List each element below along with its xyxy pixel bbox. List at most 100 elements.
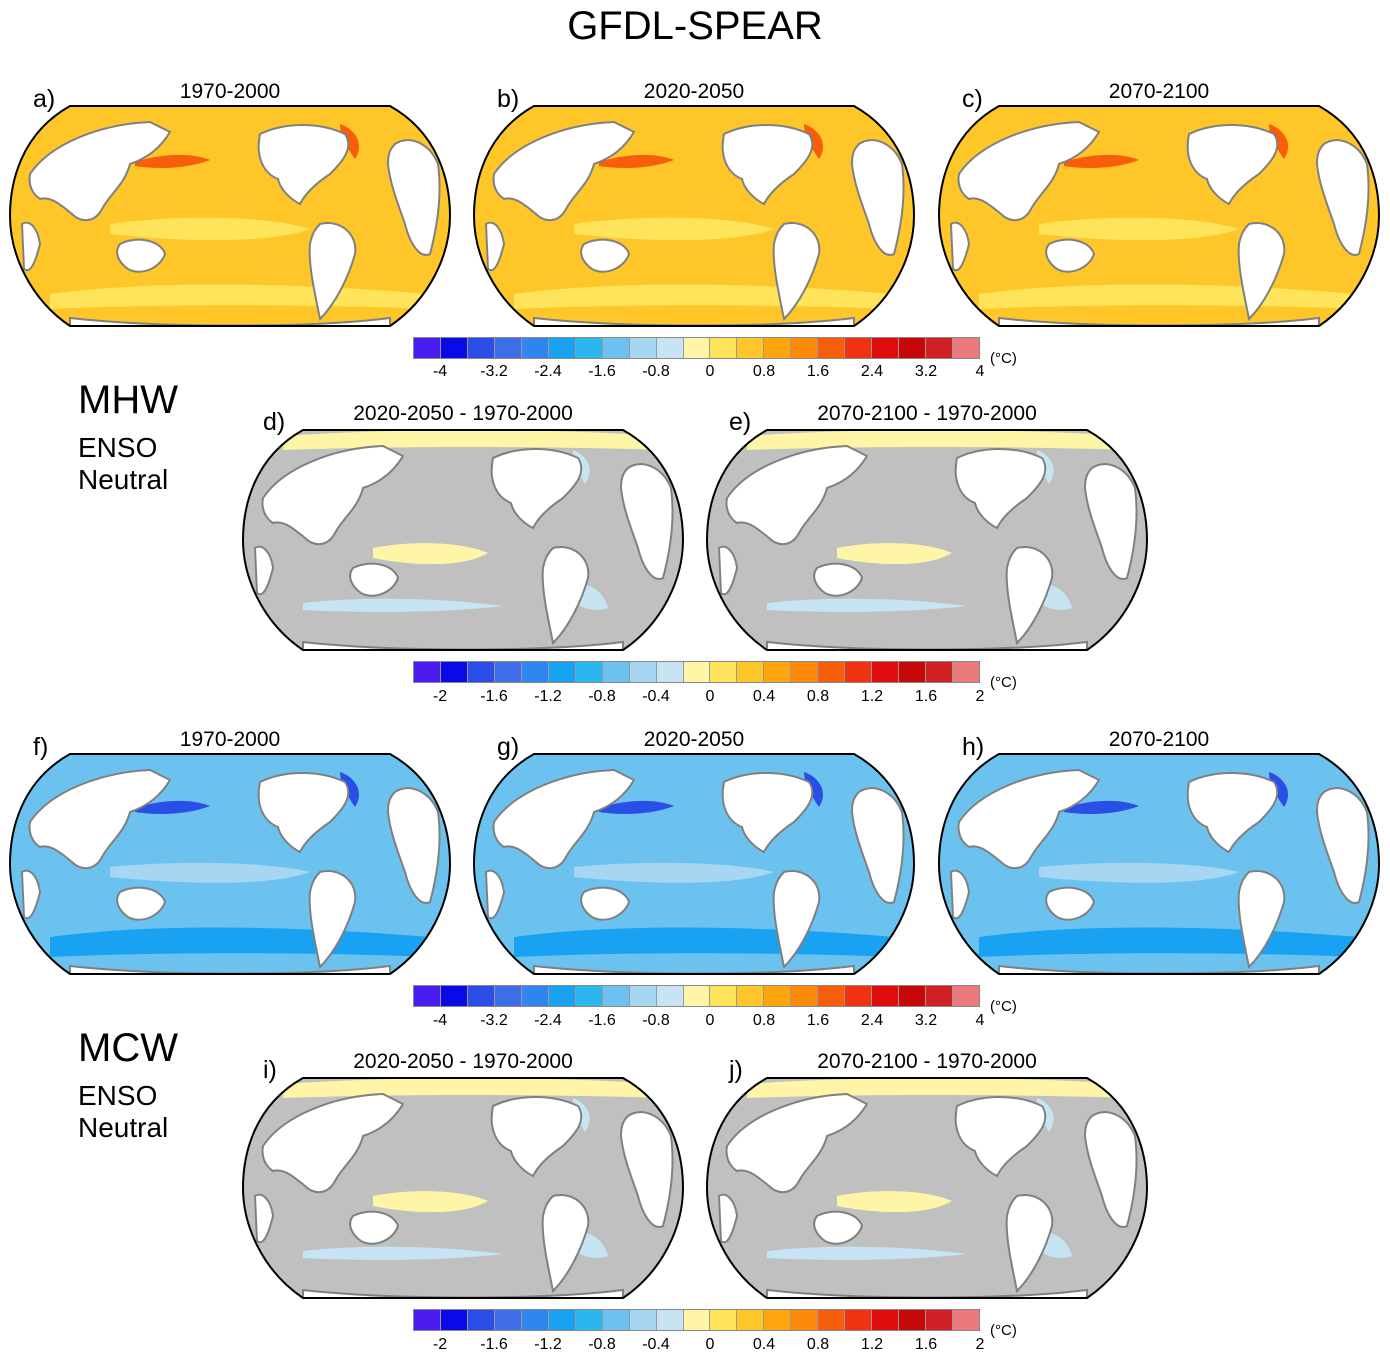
colorbar-swatch — [926, 338, 954, 358]
colorbar-tick-label: 1.6 — [806, 363, 830, 380]
colorbar-tick-label: 2 — [975, 688, 985, 705]
colorbar-swatch — [467, 1310, 495, 1330]
panel-b-letter: b) — [497, 85, 520, 113]
anomaly-region — [574, 862, 774, 883]
land-mass — [850, 139, 905, 256]
colorbar-tick-label: -1.6 — [588, 363, 616, 380]
map-border — [705, 429, 1149, 651]
colorbar-tick-label: -0.8 — [642, 363, 670, 380]
anomaly-region — [303, 598, 503, 612]
colorbar-swatch — [845, 986, 873, 1006]
map-border — [472, 105, 916, 327]
colorbar-swatch — [575, 662, 603, 682]
anomaly-region — [373, 543, 488, 565]
colorbar-tick-label: 0 — [705, 1012, 715, 1029]
land-mass — [717, 1193, 739, 1244]
anomaly-region — [283, 1078, 663, 1098]
colorbar-swatch — [818, 986, 846, 1006]
colorbar-tick-label: -4 — [432, 363, 448, 380]
map-panel-f — [8, 753, 452, 975]
colorbar-tick-label: 1.2 — [860, 688, 884, 705]
colorbar-swatch — [548, 662, 576, 682]
land-mass — [28, 120, 172, 222]
colorbar-swatch — [818, 338, 846, 358]
panel-a-title: 1970-2000 — [179, 80, 281, 103]
land-mass — [725, 444, 869, 546]
colorbar-tick-label: 1.6 — [806, 1012, 830, 1029]
land-mass — [386, 139, 441, 256]
map-panel-b — [472, 105, 916, 327]
colorbar-swatch — [602, 338, 630, 358]
colorbar-tick-label: -2 — [432, 1336, 448, 1353]
colorbar-swatch — [872, 338, 900, 358]
colorbar-tick-label: 0 — [705, 1336, 715, 1353]
land-mass — [1005, 546, 1054, 646]
anomaly-region — [373, 1191, 488, 1213]
colorbar-tick-label: -0.8 — [588, 1336, 616, 1353]
panel-j-title: 2070-2100 - 1970-2000 — [817, 1050, 1037, 1073]
panel-d-title: 2020-2050 - 1970-2000 — [353, 402, 573, 425]
colorbar-tick-label: -0.4 — [642, 1336, 670, 1353]
colorbar-swatch — [602, 1310, 630, 1330]
colorbar-swatch — [764, 338, 792, 358]
colorbar-swatch — [899, 662, 927, 682]
anomaly-region — [804, 772, 824, 807]
anomaly-region — [110, 217, 310, 241]
colorbar-tick-label: -1.2 — [534, 1336, 562, 1353]
colorbar-3-ticks: -4 -3.2 -2.4 -1.6 -0.8 0 0.8 1.6 2.4 3.2 4 — [0, 1012, 1390, 1034]
land-mass — [386, 787, 441, 904]
land-mass — [20, 221, 42, 272]
land-mass — [580, 238, 631, 273]
colorbar-tick-label: -2.4 — [534, 1012, 562, 1029]
colorbar-tick-label: 0 — [705, 363, 715, 380]
anomaly-region — [837, 543, 952, 565]
map-border — [937, 753, 1381, 975]
panel-i-title: 2020-2050 - 1970-2000 — [353, 1050, 573, 1073]
panel-f-title: 1970-2000 — [179, 728, 281, 751]
colorbar-swatch — [521, 1310, 549, 1330]
land-mass — [1315, 139, 1370, 256]
map-panel-j — [705, 1077, 1149, 1299]
colorbar-swatch — [899, 1310, 927, 1330]
anomaly-region — [1039, 217, 1239, 241]
colorbar-3 — [413, 985, 980, 1007]
panel-g-title: 2020-2050 — [643, 728, 745, 751]
colorbar-1-unit: (°C) — [990, 350, 1017, 367]
colorbar-tick-label: 1.6 — [914, 688, 938, 705]
land-mass — [28, 768, 172, 870]
anomaly-region — [1064, 154, 1139, 168]
panel-i-letter: i) — [263, 1056, 277, 1084]
colorbar-swatch — [440, 986, 468, 1006]
land-mass — [725, 1092, 869, 1194]
colorbar-tick-label: -1.6 — [480, 688, 508, 705]
colorbar-swatch — [953, 986, 980, 1006]
colorbar-swatch — [845, 662, 873, 682]
land-mass — [1186, 124, 1279, 206]
anomaly-region — [1064, 800, 1139, 814]
colorbar-swatch — [602, 986, 630, 1006]
colorbar-swatch — [602, 662, 630, 682]
land-mass — [261, 1092, 405, 1194]
land-mass — [1315, 787, 1370, 904]
land-mass — [813, 562, 864, 597]
colorbar-swatch — [899, 338, 927, 358]
map-border — [241, 1077, 685, 1299]
colorbar-tick-label: 1.6 — [914, 1336, 938, 1353]
colorbar-tick-label: 0.8 — [806, 1336, 830, 1353]
colorbar-tick-label: 0.8 — [752, 363, 776, 380]
colorbar-tick-label: 4 — [975, 363, 985, 380]
colorbar-swatch — [575, 338, 603, 358]
colorbar-tick-label: 2.4 — [860, 363, 884, 380]
colorbar-2 — [413, 661, 980, 683]
mhw-neutral-label: Neutral — [78, 464, 169, 495]
colorbar-4-ticks: -2 -1.6 -1.2 -0.8 -0.4 0 0.4 0.8 1.2 1.6 2 — [0, 1336, 1390, 1358]
anomaly-region — [283, 430, 663, 450]
colorbar-swatch — [548, 338, 576, 358]
panel-g-letter: g) — [497, 733, 520, 761]
colorbar-swatch — [548, 986, 576, 1006]
colorbar-swatch — [656, 986, 684, 1006]
anomaly-region — [767, 598, 967, 612]
mcw-label: MCW — [78, 1026, 178, 1070]
land-mass — [541, 546, 590, 646]
colorbar-swatch — [737, 986, 765, 1006]
